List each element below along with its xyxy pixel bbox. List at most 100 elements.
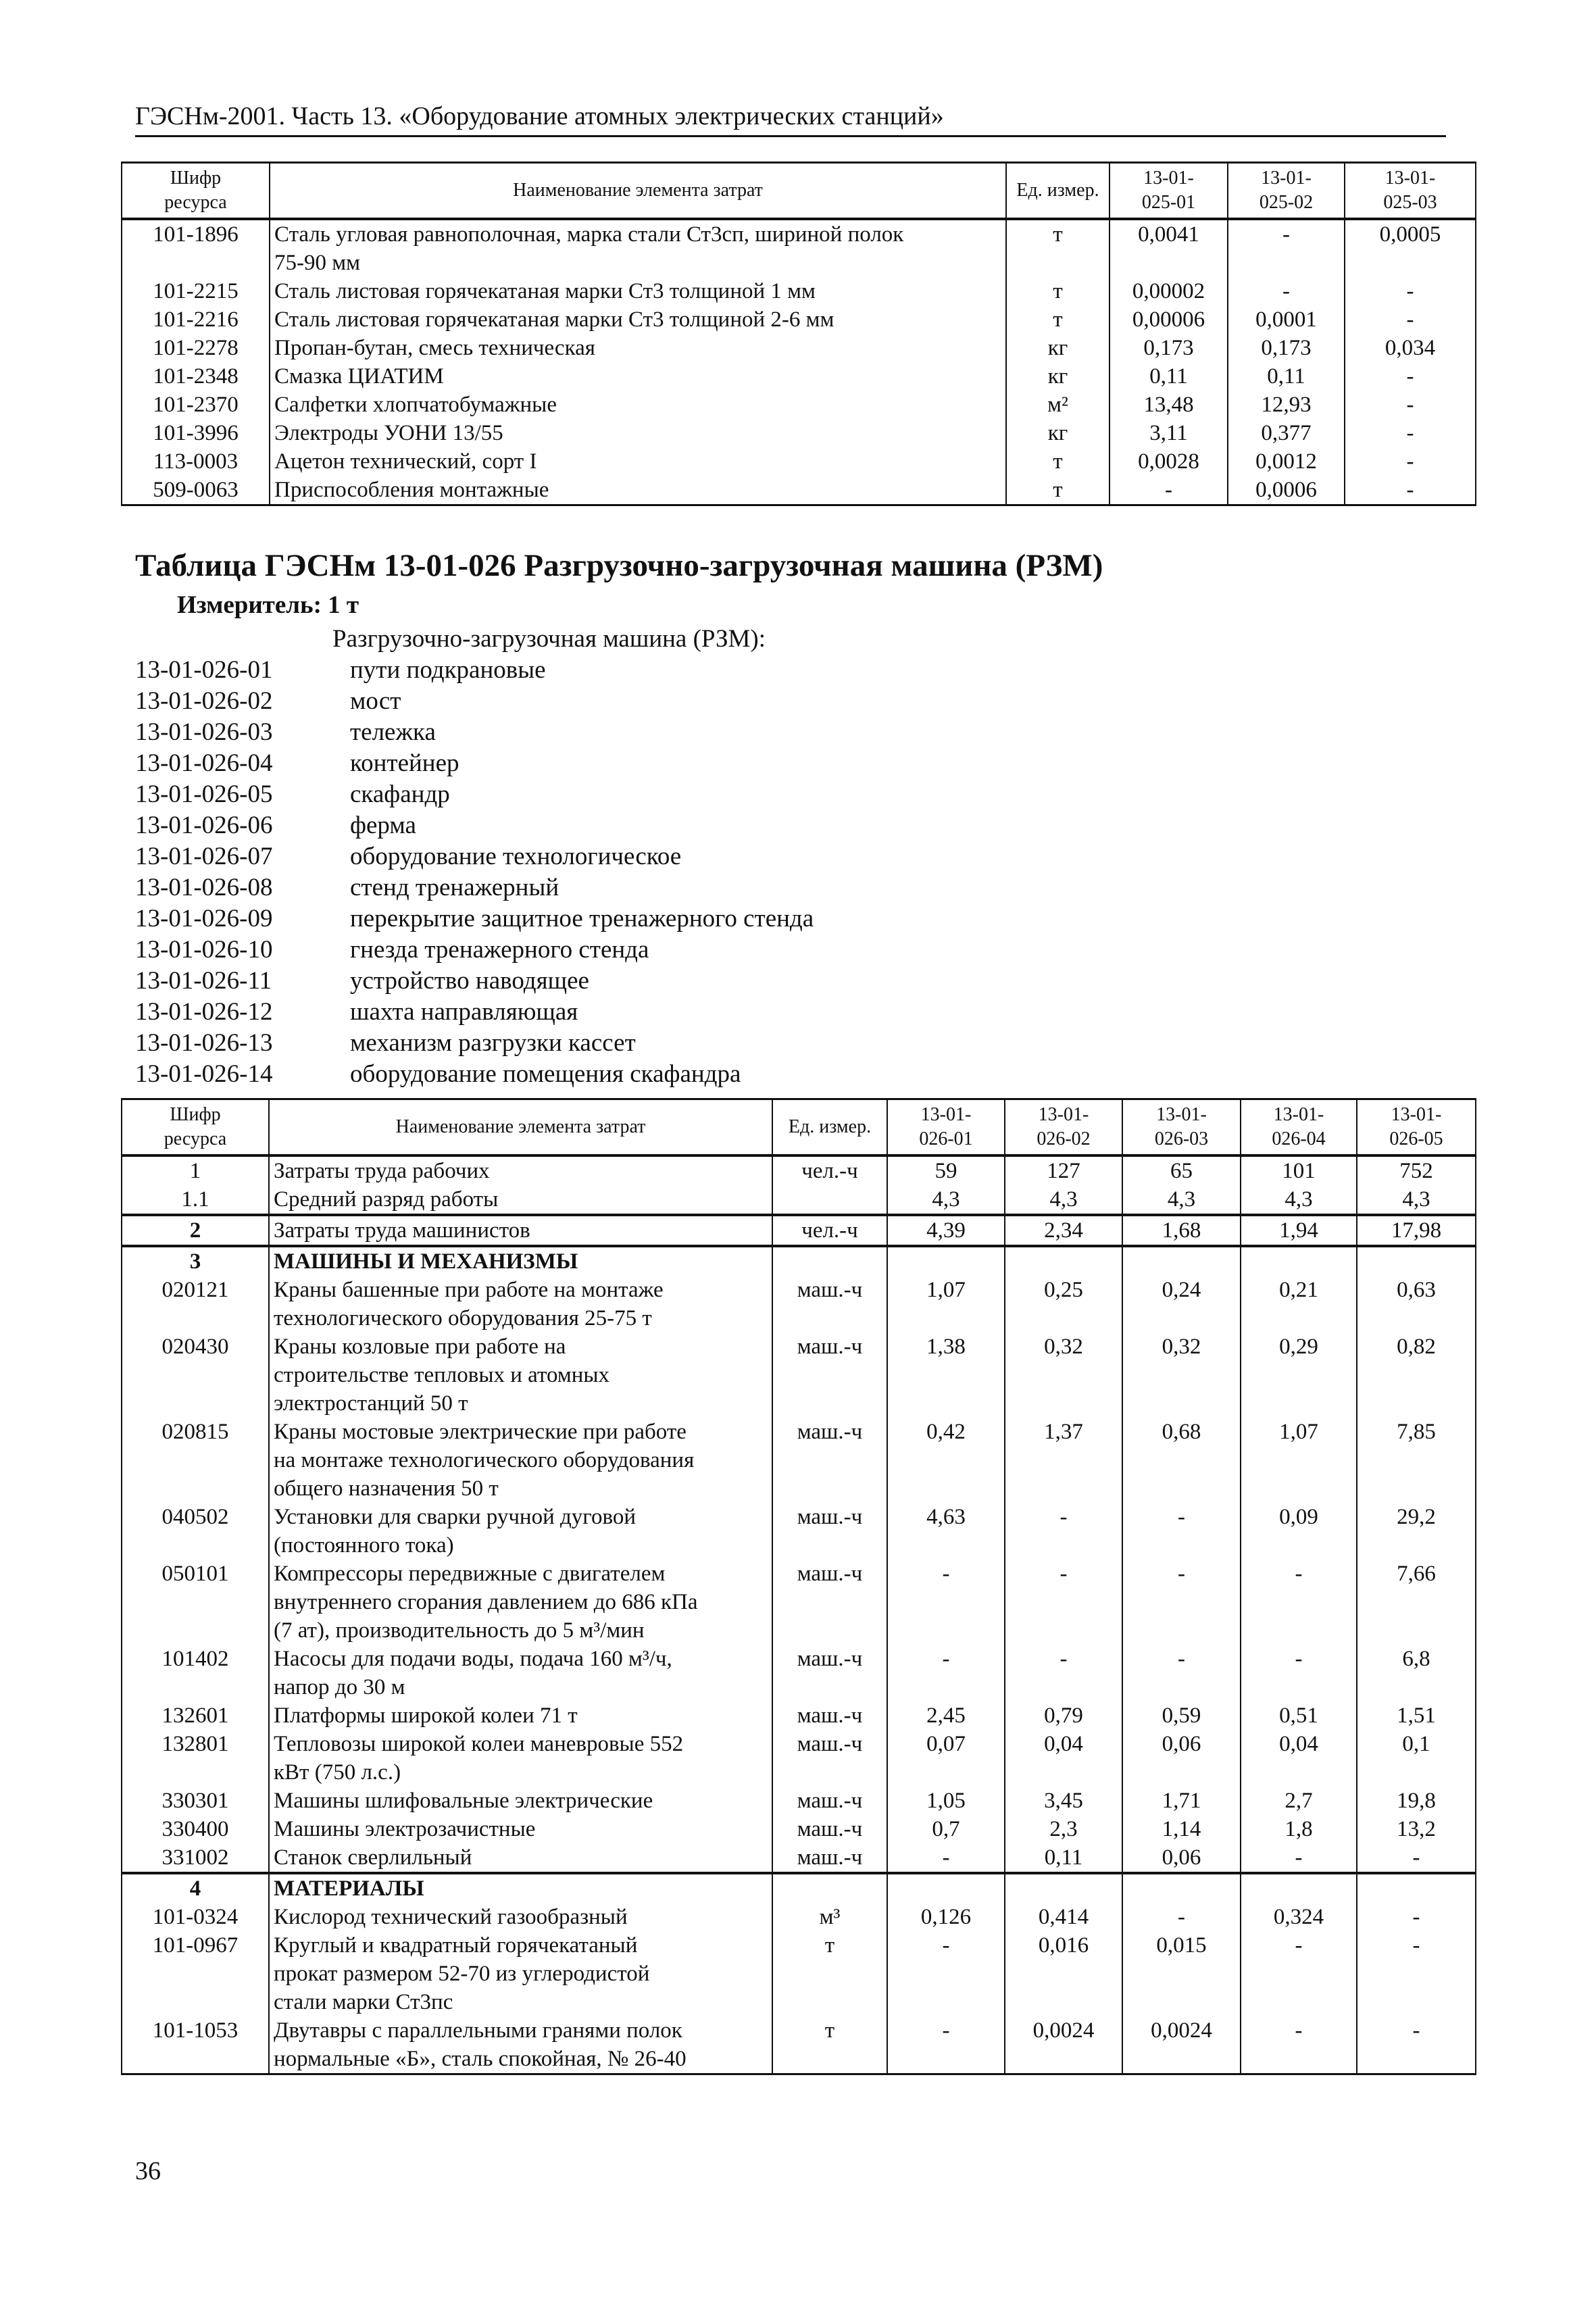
value-cell: - <box>1004 1645 1123 1701</box>
value-cell: 0,173 <box>1109 334 1228 362</box>
value-cell: 0,24 <box>1122 1276 1241 1333</box>
table-row: 1 Затраты труда рабочих чел.-ч 59 127 65 101 75… <box>121 1155 1476 1185</box>
resource-name-cell: МАШИНЫ И МЕХАНИЗМЫ <box>268 1245 773 1276</box>
resource-name-cell: Платформы широкой колеи 71 т <box>268 1701 773 1730</box>
value-cell: 3,11 <box>1109 419 1228 447</box>
value-cell <box>887 1245 1005 1276</box>
item-code: 13-01-026-07 <box>135 843 273 870</box>
value-cell: 7,66 <box>1356 1560 1476 1645</box>
list-item: 13-01-026-14 оборудование помещения скафа… <box>135 1059 1475 1090</box>
column-header: 13-01- 025-01 <box>1109 161 1228 220</box>
value-cell: 59 <box>887 1155 1005 1185</box>
value-cell: 1,51 <box>1356 1701 1476 1730</box>
value-cell: 0,32 <box>1004 1333 1123 1418</box>
value-cell: 4,3 <box>1240 1185 1357 1215</box>
value-cell: - <box>1240 2016 1357 2075</box>
table-row: 132601 Платформы широкой колеи 71 т маш.-ч… <box>121 1701 1476 1730</box>
item-name: ферма <box>350 812 416 839</box>
table-row: 101402 Насосы для подачи воды, подача 160… <box>121 1645 1476 1701</box>
value-cell <box>1240 1872 1357 1903</box>
list-item: 13-01-026-02 мост <box>135 686 1475 717</box>
resource-code-cell: 020815 <box>121 1418 270 1503</box>
value-cell: 0,00006 <box>1109 305 1228 334</box>
value-cell: 13,48 <box>1109 391 1228 419</box>
resource-table-025: Шифр ресурса Наименование элемента затрат… <box>121 161 1476 506</box>
value-cell: 4,39 <box>887 1214 1005 1246</box>
value-cell: 7,85 <box>1356 1418 1476 1503</box>
unit-cell: т <box>1005 277 1110 305</box>
table-row: 101-2348 Смазка ЦИАТИМ кг 0,11 0,11- <box>121 362 1476 391</box>
resource-name-cell: Салфетки хлопчатобумажные <box>269 391 1007 419</box>
table-row: 509-0063 Приспособления монтажные т -0,0006… <box>121 476 1476 506</box>
unit-cell: т <box>1005 447 1110 476</box>
item-code: 13-01-026-13 <box>135 1029 273 1057</box>
unit-cell <box>772 1185 888 1215</box>
table-header-row: Шифр ресурса Наименование элемента затрат… <box>121 161 1476 220</box>
resource-name-cell: Затраты труда машинистов <box>268 1214 773 1246</box>
unit-cell: маш.-ч <box>772 1503 888 1560</box>
unit-cell: маш.-ч <box>772 1843 888 1873</box>
value-cell <box>1004 1872 1123 1903</box>
value-cell: 1,94 <box>1240 1214 1357 1246</box>
table-row: 132801 Тепловозы широкой колеи маневровые… <box>121 1730 1476 1787</box>
table-row: 101-2370 Салфетки хлопчатобумажные м² 13,48… <box>121 391 1476 419</box>
unit-cell: маш.-ч <box>772 1645 888 1701</box>
value-cell <box>1356 1245 1476 1276</box>
column-header: 13-01- 026-04 <box>1240 1098 1357 1157</box>
resource-code-cell: 113-0003 <box>121 447 270 476</box>
unit-cell: маш.-ч <box>772 1701 888 1730</box>
value-cell: 0,414 <box>1004 1903 1123 1931</box>
value-cell: 0,7 <box>887 1815 1005 1843</box>
table-row: 4 МАТЕРИАЛЫ <box>121 1872 1476 1903</box>
value-cell: 1,8 <box>1240 1815 1357 1843</box>
item-name: шахта направляющая <box>350 998 578 1026</box>
value-cell <box>887 1872 1005 1903</box>
resource-name-cell: Кислород технический газообразный <box>268 1903 773 1931</box>
resource-name-cell: Пропан-бутан, смесь техническая <box>269 334 1007 362</box>
resource-code-cell: 330301 <box>121 1787 270 1815</box>
value-cell: 0,016 <box>1004 1931 1123 2016</box>
table-row: 040502 Установки для сварки ручной дугово… <box>121 1503 1476 1560</box>
value-cell: 752 <box>1356 1155 1476 1185</box>
item-name: тележка <box>350 718 436 746</box>
list-item: 13-01-026-09 перекрытие защитное тренажер… <box>135 903 1475 935</box>
table-title: Таблица ГЭСНм 13-01-026 Разгрузочно-загр… <box>135 548 1103 583</box>
table-row: 101-1896 Сталь угловая равнополочная, мар… <box>121 219 1476 277</box>
unit-cell: кг <box>1005 334 1110 362</box>
value-cell: 4,63 <box>887 1503 1005 1560</box>
column-header: 13-01- 026-05 <box>1356 1098 1476 1157</box>
value-cell: 0,0012 <box>1227 447 1345 476</box>
value-cell <box>1240 1245 1357 1276</box>
document-page: ГЭСНм-2001. Часть 13. «Оборудование атом… <box>121 101 1476 2185</box>
running-header: ГЭСНм-2001. Часть 13. «Оборудование атом… <box>135 101 1446 137</box>
value-cell: 0,04 <box>1004 1730 1123 1787</box>
value-cell: 0,0024 <box>1122 2016 1241 2075</box>
column-header: Шифр ресурса <box>121 1098 270 1157</box>
item-name: механизм разгрузки кассет <box>350 1029 636 1057</box>
resource-table-026: Шифр ресурса Наименование элемента затрат… <box>121 1098 1476 2075</box>
value-cell: 0,21 <box>1240 1276 1357 1333</box>
list-item: 13-01-026-04 контейнер <box>135 748 1475 779</box>
value-cell <box>1122 1872 1241 1903</box>
value-cell: 0,377 <box>1227 419 1345 447</box>
value-cell: 4,3 <box>887 1185 1005 1215</box>
item-name: оборудование технологическое <box>350 843 682 870</box>
unit-cell: маш.-ч <box>772 1418 888 1503</box>
value-cell: - <box>1344 447 1476 476</box>
list-item: 13-01-026-03 тележка <box>135 717 1475 748</box>
value-cell: 0,51 <box>1240 1701 1357 1730</box>
resource-name-cell: Машины электрозачистные <box>268 1815 773 1843</box>
value-cell: - <box>887 1560 1005 1645</box>
resource-code-cell: 101-3996 <box>121 419 270 447</box>
list-item: 13-01-026-07 оборудование технологическое <box>135 841 1475 872</box>
value-cell: 0,07 <box>887 1730 1005 1787</box>
value-cell: - <box>1356 2016 1476 2075</box>
value-cell: 0,0001 <box>1227 305 1345 334</box>
item-name: оборудование помещения скафандра <box>350 1060 741 1088</box>
unit-cell: т <box>1005 305 1110 334</box>
resource-name-cell: Установки для сварки ручной дуговой (пос… <box>268 1503 773 1560</box>
table-row: 101-3996 Электроды УОНИ 13/55 кг 3,11 0,377- <box>121 419 1476 447</box>
value-cell: - <box>1344 419 1476 447</box>
resource-code-cell: 101-2278 <box>121 334 270 362</box>
